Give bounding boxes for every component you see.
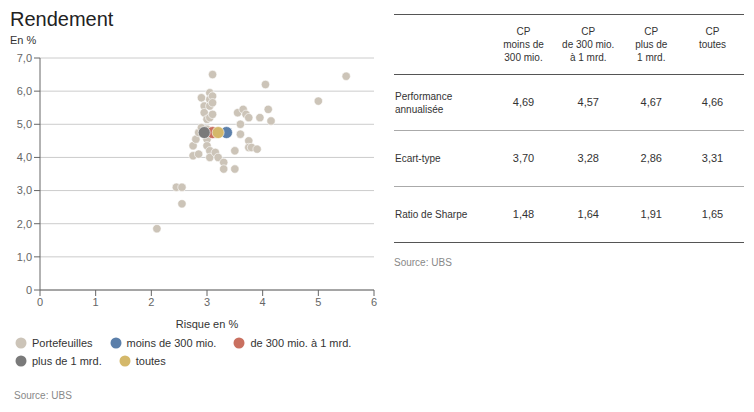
svg-text:0: 0	[37, 296, 43, 308]
svg-text:6,0: 6,0	[17, 85, 32, 97]
svg-text:0: 0	[26, 284, 32, 296]
svg-text:4,0: 4,0	[17, 151, 32, 163]
svg-text:6: 6	[371, 296, 377, 308]
svg-text:5,0: 5,0	[17, 118, 32, 130]
svg-text:Risque en %: Risque en %	[176, 318, 239, 330]
html-text:En %: En %	[10, 34, 37, 46]
html-text:1,91: 1,91	[640, 208, 662, 220]
html-text:4,69: 4,69	[512, 96, 535, 108]
html-text:moins de: moins de	[503, 39, 544, 50]
html-text:plus de: plus de	[635, 39, 668, 50]
html-text:Source: UBS: Source: UBS	[394, 257, 452, 268]
html-text:300 mio.: 300 mio.	[504, 52, 543, 63]
svg-text:1: 1	[93, 296, 99, 308]
html-text:1,64: 1,64	[577, 208, 599, 220]
html-text:Source: UBS: Source: UBS	[14, 390, 72, 401]
html-text:2,86: 2,86	[640, 152, 662, 164]
html-text:plus de 1 mrd.: plus de 1 mrd.	[32, 355, 102, 367]
svg-text:2,0: 2,0	[17, 218, 32, 230]
svg-text:2: 2	[148, 296, 154, 308]
html-text:CP: CP	[516, 26, 531, 37]
html-text:Portefeuilles: Portefeuilles	[32, 337, 93, 349]
html-text:3,70: 3,70	[512, 152, 535, 164]
html-text:1,48: 1,48	[512, 208, 535, 220]
html-text:4,66: 4,66	[701, 96, 724, 108]
html-text:CP: CP	[644, 26, 659, 37]
svg-text:4: 4	[260, 296, 266, 308]
html-text:4,67: 4,67	[640, 96, 662, 108]
html-text:Ratio de Sharpe: Ratio de Sharpe	[395, 209, 468, 220]
html-text:1,65: 1,65	[701, 208, 724, 220]
svg-text:7,0: 7,0	[17, 52, 32, 64]
html-text:3,31: 3,31	[701, 152, 724, 164]
svg-text:3,0: 3,0	[17, 184, 32, 196]
html-text:4,57: 4,57	[577, 96, 599, 108]
html-text:3,28: 3,28	[577, 152, 599, 164]
html-text:CP: CP	[581, 26, 596, 37]
html-text:moins de 300 mio.: moins de 300 mio.	[126, 337, 217, 349]
html-text:de 300 mio.: de 300 mio.	[562, 39, 615, 50]
html-text:toutes: toutes	[135, 355, 166, 367]
html-text:toutes: toutes	[698, 39, 727, 50]
html-text:Rendement: Rendement	[10, 8, 114, 30]
html-text:CP: CP	[705, 26, 720, 37]
html-text:Performance: Performance	[395, 90, 453, 102]
svg-text:3: 3	[204, 296, 210, 308]
html-text:de 300 mio. à 1 mrd.: de 300 mio. à 1 mrd.	[250, 337, 352, 349]
html-text:à 1 mrd.: à 1 mrd.	[569, 52, 607, 63]
html-text:annualisée: annualisée	[395, 103, 444, 115]
html-text:Ecart-type: Ecart-type	[395, 153, 441, 164]
svg-text:1,0: 1,0	[17, 251, 32, 263]
html-text:1 mrd.: 1 mrd.	[637, 52, 666, 63]
svg-text:5: 5	[315, 296, 321, 308]
